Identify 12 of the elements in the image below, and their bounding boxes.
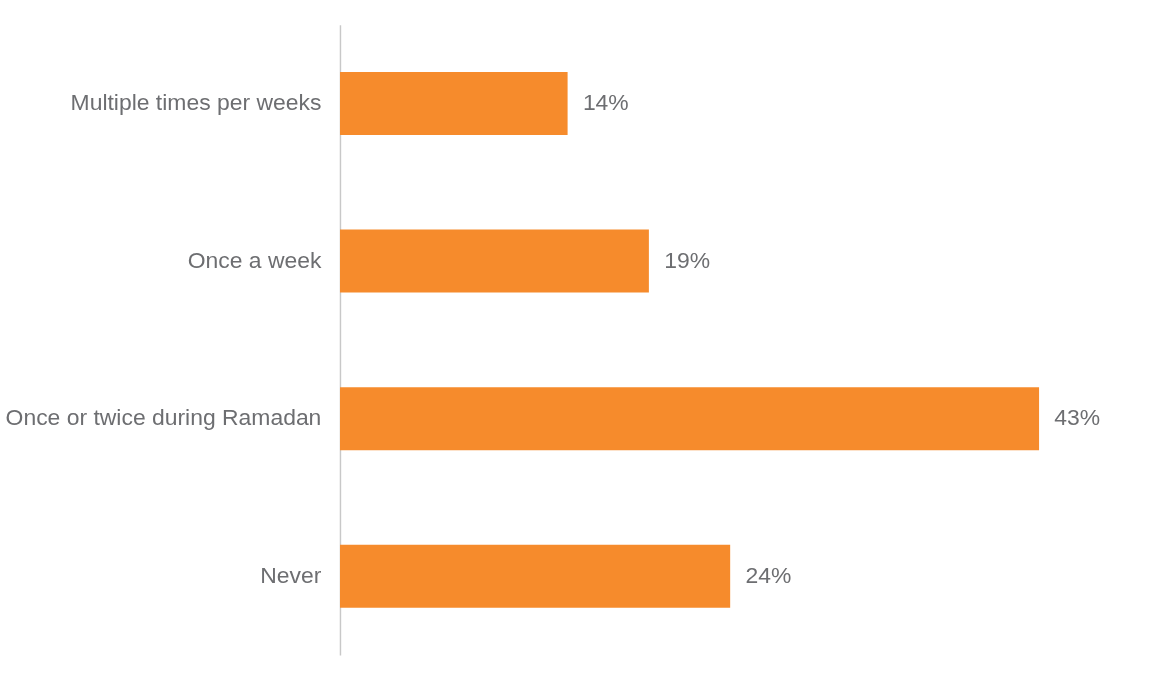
bar	[339, 229, 649, 293]
bar	[339, 544, 731, 608]
data-label: 19%	[664, 246, 711, 273]
y-tick-label: Once a week	[187, 246, 322, 273]
bar	[339, 387, 1040, 451]
data-label: 24%	[745, 561, 792, 588]
y-tick-label: Once or twice during Ramadan	[5, 404, 322, 431]
y-tick-label: Multiple times per weeks	[70, 89, 322, 116]
bar	[339, 72, 568, 136]
data-label: 14%	[582, 89, 629, 116]
data-label: 43%	[1054, 404, 1101, 431]
y-tick-label: Never	[260, 561, 322, 588]
